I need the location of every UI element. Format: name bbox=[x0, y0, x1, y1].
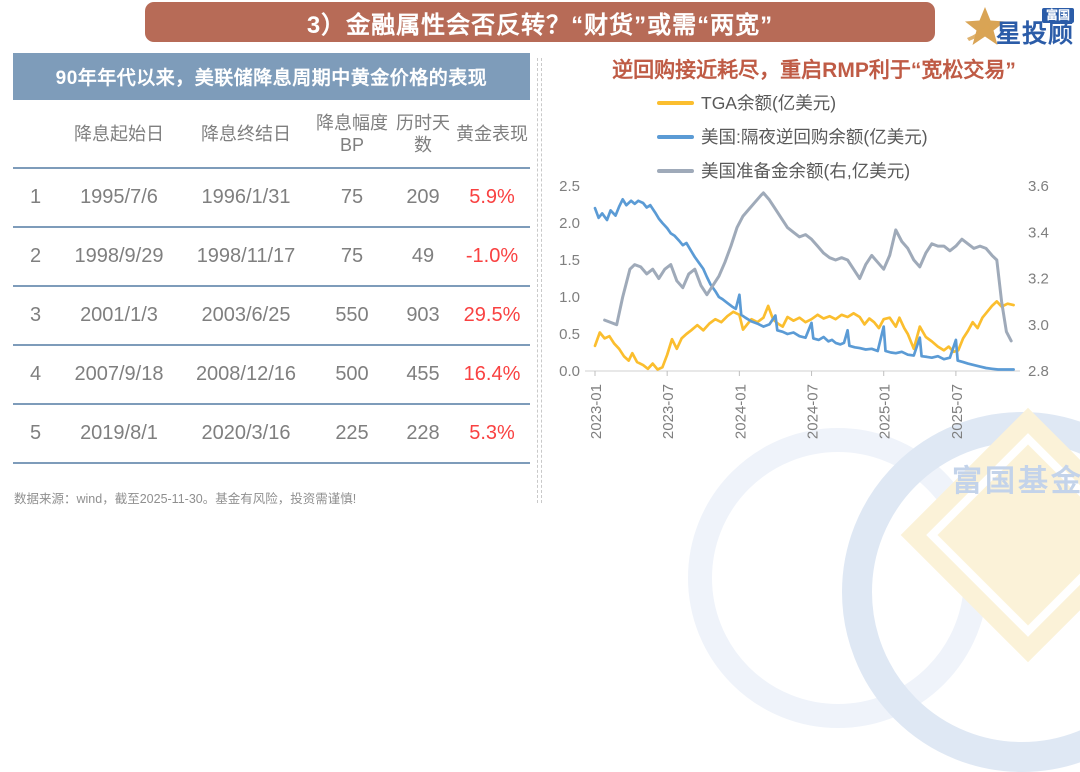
table-row: 2 1998/9/29 1998/11/17 75 49 -1.0% bbox=[13, 227, 530, 286]
gold-performance-cell: 5.9% bbox=[469, 186, 515, 208]
svg-text:2024-07: 2024-07 bbox=[805, 384, 822, 439]
table-cell: 1 bbox=[29, 186, 42, 208]
column-header: 历时天数 bbox=[396, 112, 450, 155]
table-cell: 2019/8/1 bbox=[80, 422, 158, 444]
table-row: 5 2019/8/1 2020/3/16 225 228 5.3% bbox=[13, 404, 530, 463]
svg-text:2024-01: 2024-01 bbox=[732, 384, 749, 439]
table-cell: 1998/11/17 bbox=[196, 245, 296, 267]
legend-item: 美国:隔夜逆回购余额(亿美元) bbox=[657, 124, 928, 149]
table-cell: 3 bbox=[29, 304, 42, 326]
table-cell: 903 bbox=[406, 304, 440, 326]
table-cell: 2020/3/16 bbox=[201, 422, 291, 444]
chart-series bbox=[593, 191, 1015, 371]
column-header: 黄金表现 bbox=[456, 123, 528, 144]
column-header: 降息幅度BP bbox=[316, 112, 388, 155]
table-cell: 75 bbox=[340, 186, 364, 208]
table-row: 3 2001/1/3 2003/6/25 550 903 29.5% bbox=[13, 286, 530, 345]
svg-text:0.5: 0.5 bbox=[559, 326, 580, 343]
brand-box: 富国 bbox=[1041, 7, 1074, 24]
panel-divider bbox=[537, 58, 542, 503]
source-note: 数据来源：wind，截至2025-11-30。基金有风险，投资需谨慎! bbox=[14, 492, 357, 506]
y-axis-right: 2.8 3.0 3.2 3.4 3.6 bbox=[1028, 178, 1049, 380]
table-cell: 209 bbox=[406, 186, 440, 208]
legend-swatch bbox=[657, 100, 694, 105]
x-axis: 2023-01 2023-07 2024-01 2024-07 2025-01 2025-… bbox=[585, 370, 1020, 439]
series-line bbox=[593, 197, 1015, 371]
gold-performance-cell: 5.3% bbox=[469, 422, 515, 444]
table-cell: 225 bbox=[335, 422, 369, 444]
gold-performance-cell: 29.5% bbox=[463, 304, 521, 326]
gold-performance-cell: -1.0% bbox=[465, 245, 519, 267]
header-banner: 3）金融属性会否反转？“财货”或需“两宽” bbox=[145, 2, 935, 42]
chart-svg: 2023-01 2023-07 2024-01 2024-07 2025-01 2025-… bbox=[559, 178, 1049, 439]
series-line bbox=[593, 300, 1015, 371]
brand-text: 星投顾 bbox=[995, 19, 1074, 48]
table-cell: 2008/12/16 bbox=[195, 363, 297, 385]
legend-label: 美国:隔夜逆回购余额(亿美元) bbox=[701, 127, 928, 147]
table-cell: 455 bbox=[406, 363, 440, 385]
legend-item: 美国准备金余额(右,亿美元) bbox=[657, 158, 928, 183]
table-cell: 1995/7/6 bbox=[80, 186, 158, 208]
svg-text:2023-07: 2023-07 bbox=[660, 384, 677, 439]
svg-text:3.0: 3.0 bbox=[1028, 317, 1049, 334]
legend-label: TGA余额(亿美元) bbox=[701, 93, 837, 113]
legend-swatch bbox=[657, 168, 694, 173]
brand-logo: 富国 星投顾 bbox=[962, 2, 1074, 52]
svg-text:3.6: 3.6 bbox=[1028, 178, 1049, 195]
table-cell: 5 bbox=[29, 422, 42, 444]
page-title: 3）金融属性会否反转？“财货”或需“两宽” bbox=[306, 11, 774, 39]
svg-text:2023-01: 2023-01 bbox=[588, 384, 605, 439]
table-cell: 550 bbox=[335, 304, 369, 326]
star-icon bbox=[964, 7, 1005, 45]
table-cell: 228 bbox=[406, 422, 440, 444]
table-cell: 1996/1/31 bbox=[201, 186, 291, 208]
svg-text:2025-01: 2025-01 bbox=[877, 384, 894, 439]
svg-text:2.0: 2.0 bbox=[559, 215, 580, 232]
legend-label: 美国准备金余额(右,亿美元) bbox=[701, 161, 911, 181]
table-row: 4 2007/9/18 2008/12/16 500 455 16.4% bbox=[13, 345, 530, 404]
table-body: 1 1995/7/6 1996/1/31 75 209 5.9% 2 1998/9/29 199… bbox=[13, 168, 530, 463]
legend-item: TGA余额(亿美元) bbox=[657, 90, 928, 115]
table-title: 90年年代以来，美联储降息周期中黄金价格的表现 bbox=[13, 53, 530, 100]
table-cell: 2003/6/25 bbox=[201, 304, 291, 326]
y-axis-left: 0.0 0.5 1.0 1.5 2.0 2.5 bbox=[559, 178, 580, 380]
table-header: 降息起始日 降息终结日 降息幅度BP 历时天数 黄金表现 bbox=[13, 102, 530, 168]
svg-text:2.8: 2.8 bbox=[1028, 363, 1049, 380]
svg-text:2025-07: 2025-07 bbox=[949, 384, 966, 439]
table-cell: 500 bbox=[335, 363, 369, 385]
svg-text:1.5: 1.5 bbox=[559, 252, 580, 269]
table-cell: 49 bbox=[411, 245, 435, 267]
table-row: 1 1995/7/6 1996/1/31 75 209 5.9% bbox=[13, 168, 530, 227]
table-cell: 4 bbox=[29, 363, 42, 385]
svg-text:0.0: 0.0 bbox=[559, 363, 580, 380]
series-line bbox=[603, 191, 1013, 343]
chart-title: 逆回购接近耗尽，重启RMP利于“宽松交易” bbox=[612, 59, 1016, 82]
svg-text:2.5: 2.5 bbox=[559, 178, 580, 195]
legend-swatch bbox=[657, 134, 694, 139]
table-header-row: 降息起始日 降息终结日 降息幅度BP 历时天数 黄金表现 bbox=[13, 102, 530, 168]
fed-cut-table: 降息起始日 降息终结日 降息幅度BP 历时天数 黄金表现 1 1995/7/6 1996/1… bbox=[13, 102, 530, 464]
table-cell: 1998/9/29 bbox=[74, 245, 164, 267]
chart-legend: TGA余额(亿美元) 美国:隔夜逆回购余额(亿美元) 美国准备金余额(右,亿美元) bbox=[657, 90, 928, 183]
gold-performance-cell: 16.4% bbox=[463, 363, 521, 385]
svg-text:3.2: 3.2 bbox=[1028, 271, 1049, 288]
table-cell: 2007/9/18 bbox=[74, 363, 164, 385]
svg-text:1.0: 1.0 bbox=[559, 289, 580, 306]
column-header bbox=[13, 102, 58, 168]
rate-cut-panel: 90年年代以来，美联储降息周期中黄金价格的表现 降息起始日 降息终结日 降息幅度BP… bbox=[13, 53, 530, 464]
brand-lockup: 富国 星投顾 bbox=[995, 7, 1074, 48]
table-cell: 75 bbox=[340, 245, 364, 267]
column-header: 降息起始日 bbox=[74, 123, 164, 144]
column-header: 降息终结日 bbox=[201, 123, 291, 144]
svg-text:3.4: 3.4 bbox=[1028, 224, 1049, 241]
table-cell: 2001/1/3 bbox=[80, 304, 158, 326]
table-cell: 2 bbox=[29, 245, 42, 267]
